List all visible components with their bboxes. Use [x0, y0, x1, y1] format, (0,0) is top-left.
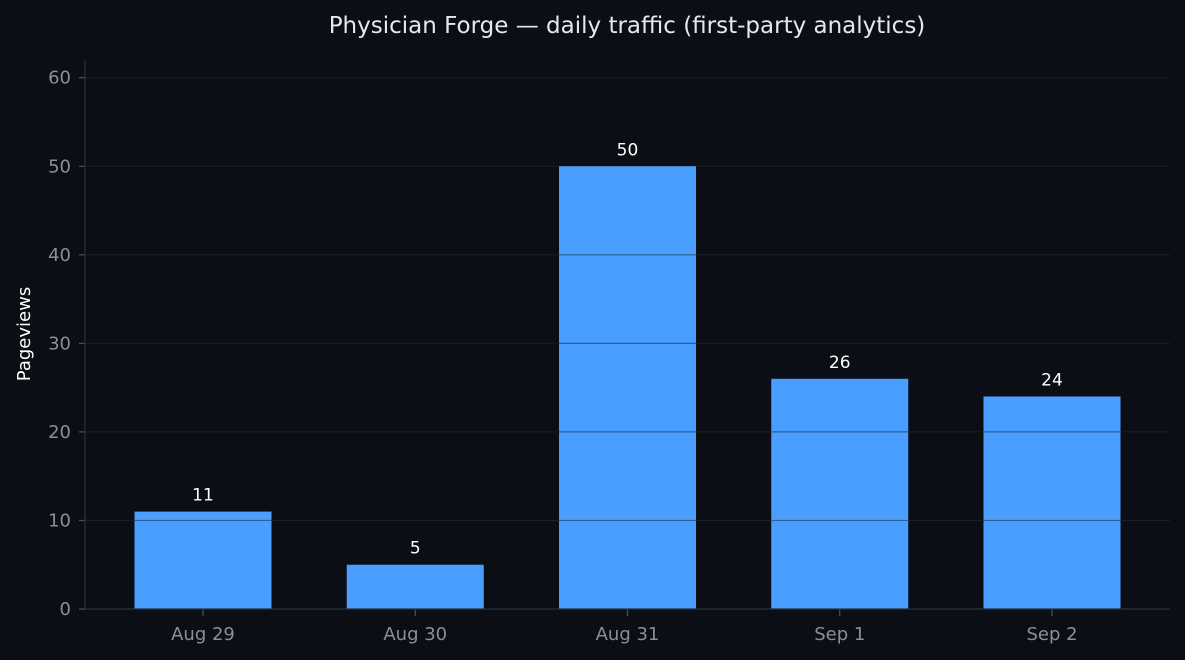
data-label: 26 [829, 353, 851, 373]
y-tick-label: 60 [48, 68, 71, 89]
bar [134, 511, 272, 609]
data-label: 5 [410, 539, 421, 559]
y-tick-label: 50 [48, 156, 71, 177]
bar [559, 166, 696, 610]
x-tick-label: Sep 2 [1026, 624, 1077, 645]
bar [983, 396, 1121, 609]
x-tick-label: Aug 31 [596, 624, 660, 645]
bars [134, 166, 1121, 610]
y-axis-label: Pageviews [14, 287, 35, 381]
data-label: 24 [1041, 370, 1063, 390]
y-tick-label: 10 [48, 510, 71, 531]
x-tick-label: Aug 29 [171, 624, 235, 645]
data-label: 11 [192, 486, 214, 506]
chart-title: Physician Forge — daily traffic (first-p… [329, 13, 926, 39]
bar [771, 378, 909, 609]
gridlines-overlay [134, 254, 1121, 522]
bar [346, 564, 484, 609]
data-label: 50 [617, 140, 639, 160]
data-labels: 11 5 50 26 24 [192, 140, 1063, 558]
axes: 0 10 20 30 40 50 60 Aug 29 Aug 30 Aug 31 Sep 1 Sep … [48, 60, 1170, 645]
y-tick-label: 30 [48, 333, 71, 354]
y-tick-label: 0 [60, 599, 71, 620]
x-tick-label: Aug 30 [383, 624, 447, 645]
y-tick-label: 20 [48, 422, 71, 443]
y-tick-label: 40 [48, 245, 71, 266]
x-tick-label: Sep 1 [814, 624, 865, 645]
